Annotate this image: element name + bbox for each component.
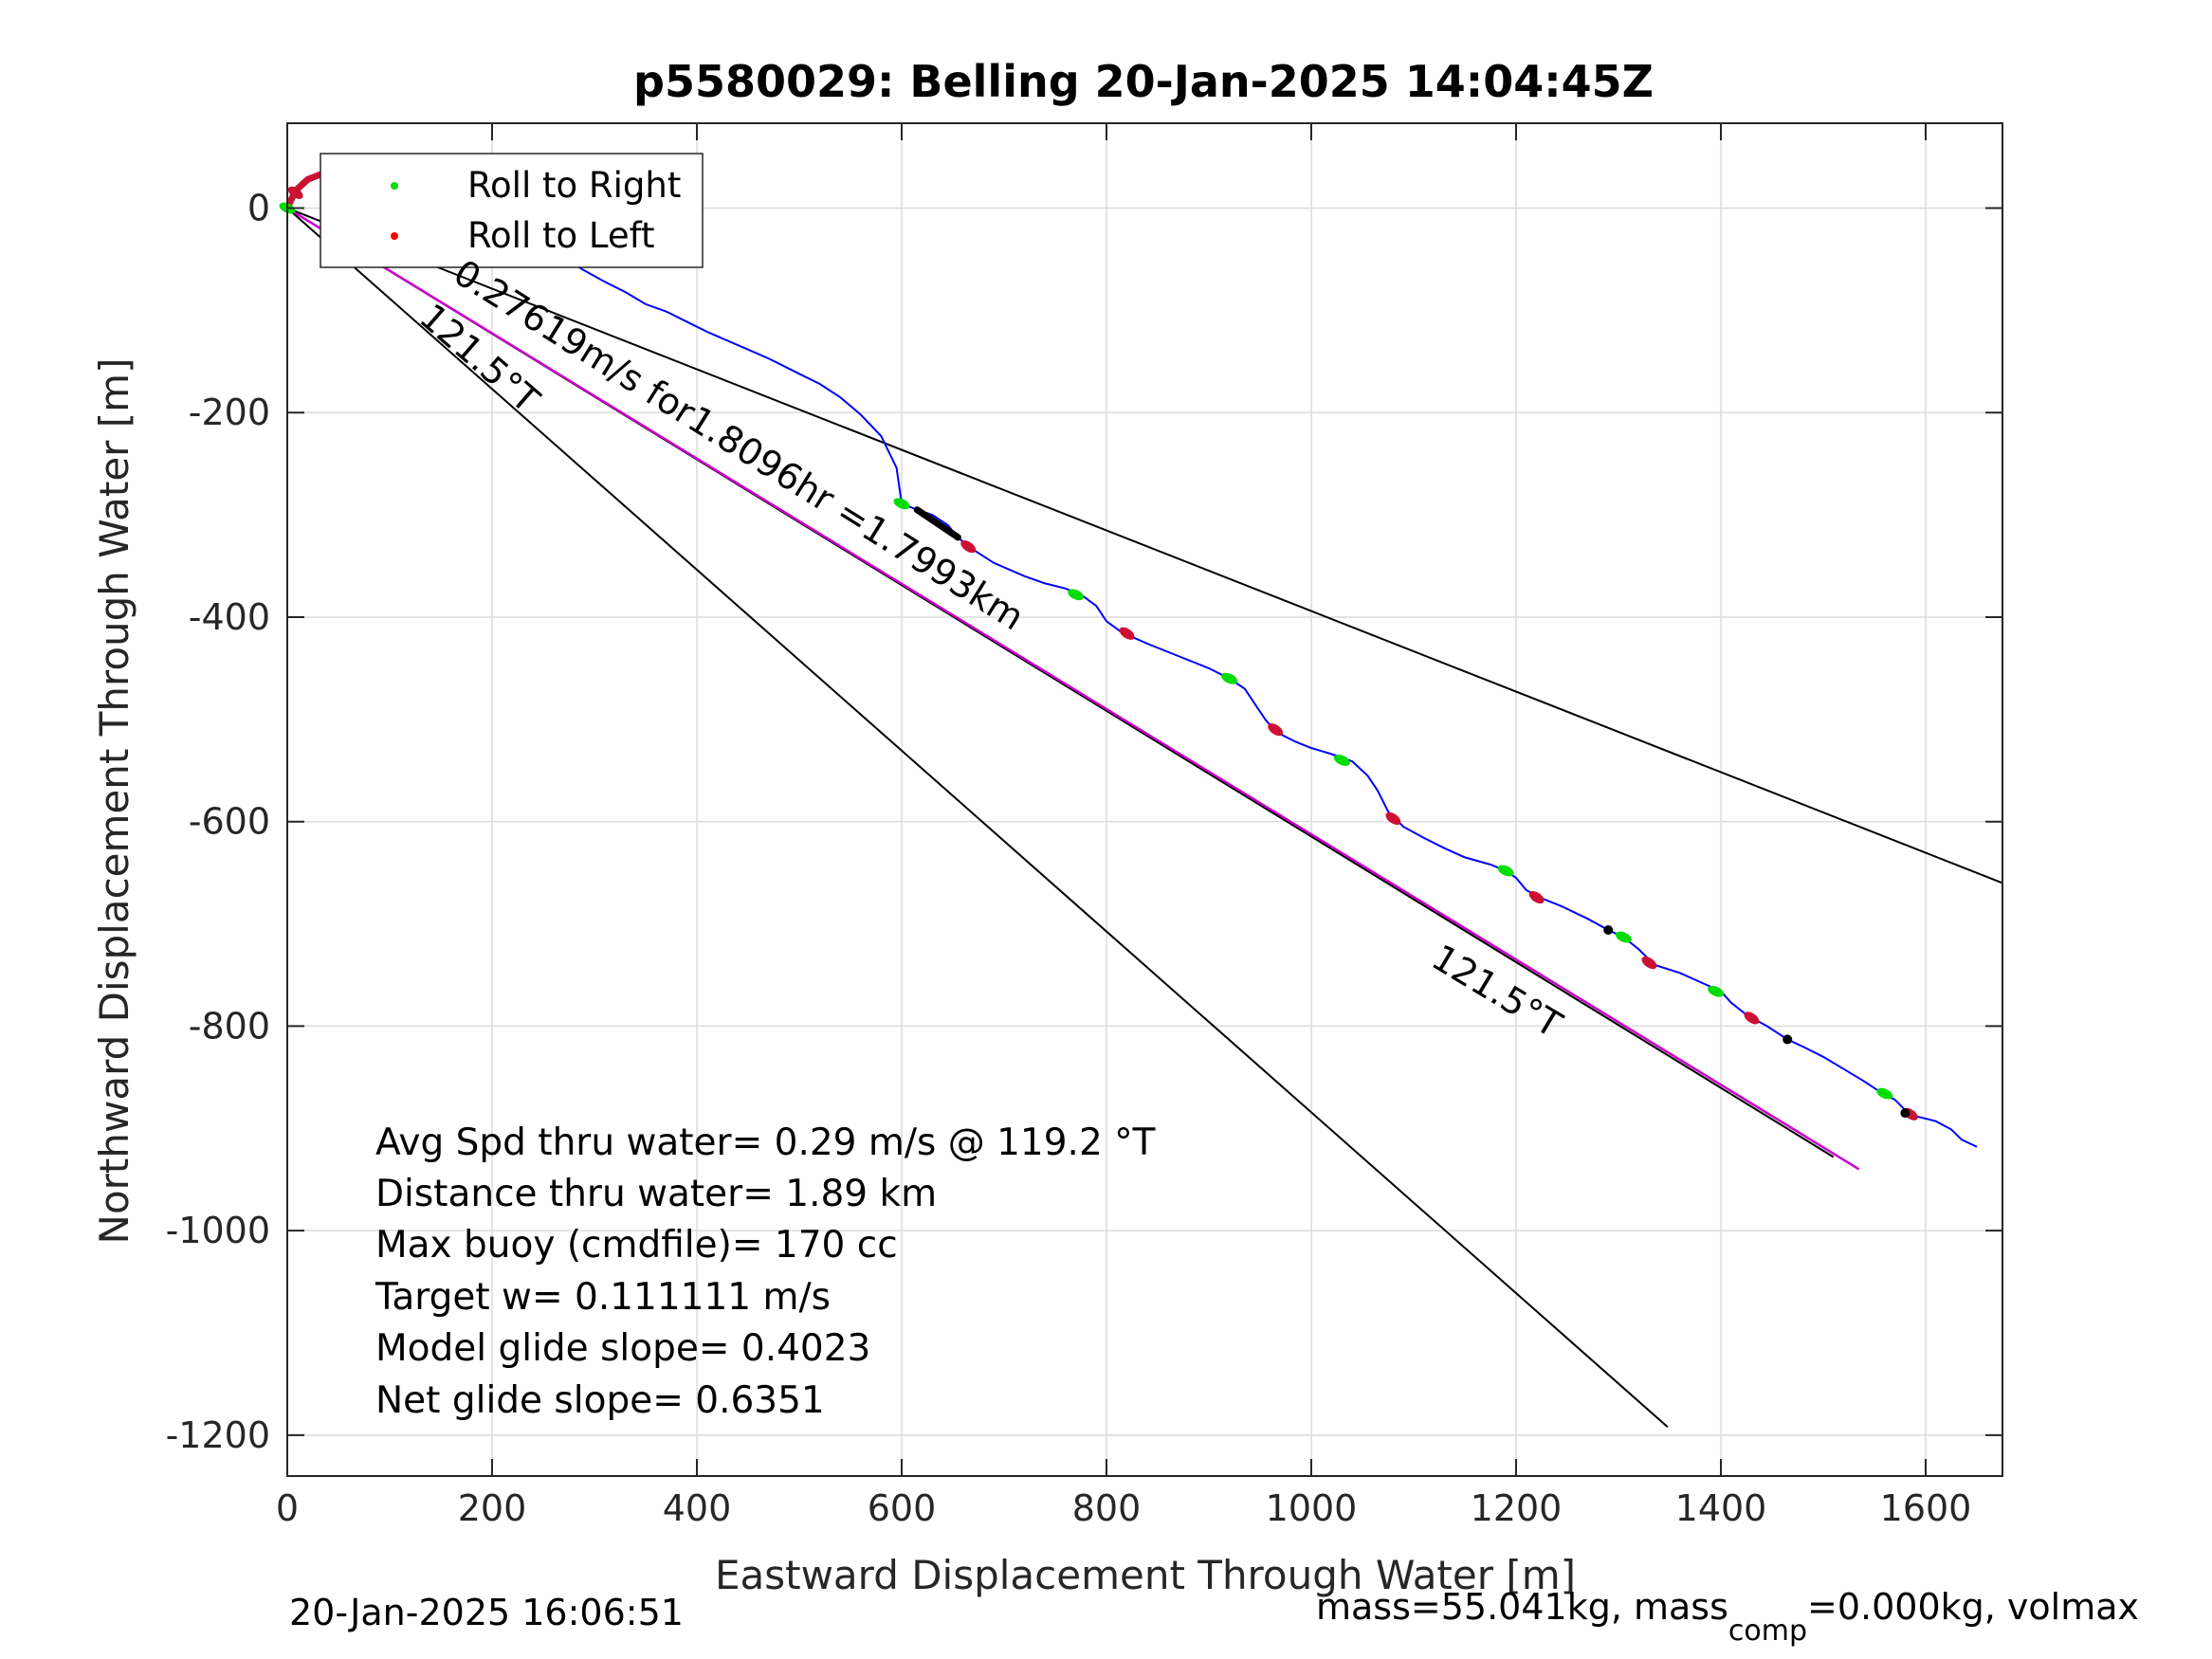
reference-line bbox=[286, 207, 1669, 1428]
y-tick-label: -800 bbox=[189, 1005, 270, 1047]
stat-target-w: Target w= 0.111111 m/s bbox=[375, 1276, 831, 1319]
stat-distance: Distance thru water= 1.89 km bbox=[375, 1173, 937, 1215]
roll-left-point bbox=[1268, 723, 1284, 737]
y-tick-label: -1000 bbox=[166, 1210, 270, 1251]
roll-right-point bbox=[1221, 672, 1238, 684]
legend-marker-roll-left bbox=[391, 232, 398, 240]
footer-mass-main: mass=55.041kg, mass bbox=[1316, 1586, 1728, 1628]
footer-mass-subscript: comp bbox=[1728, 1614, 1807, 1648]
reference-line bbox=[286, 207, 2003, 884]
footer-mass-info: mass=55.041kg, masscomp=0.000kg, volmax bbox=[1316, 1586, 2139, 1648]
footer-timestamp: 20-Jan-2025 16:06:51 bbox=[289, 1592, 684, 1633]
pause-segment bbox=[913, 506, 961, 541]
x-tick-label: 200 bbox=[458, 1487, 527, 1529]
stat-model-glide-slope: Model glide slope= 0.4023 bbox=[375, 1327, 870, 1370]
roll-left-point bbox=[960, 539, 977, 554]
roll-left-point bbox=[1744, 1012, 1760, 1025]
stats-block: Avg Spd thru water= 0.29 m/s @ 119.2 °T … bbox=[375, 1121, 1156, 1422]
roll-right-point bbox=[1068, 589, 1085, 601]
stat-max-buoy: Max buoy (cmdfile)= 170 cc bbox=[375, 1224, 898, 1267]
roll-right-point bbox=[1615, 931, 1632, 943]
x-tick-label: 1400 bbox=[1675, 1487, 1767, 1529]
x-tick-label: 600 bbox=[868, 1487, 937, 1529]
pause-point bbox=[1900, 1108, 1910, 1119]
legend-box bbox=[320, 153, 704, 268]
y-tick-label: -400 bbox=[189, 596, 270, 638]
roll-left-point bbox=[1528, 890, 1545, 904]
legend-label-roll-right: Roll to Right bbox=[467, 165, 681, 206]
x-tick-label: 1600 bbox=[1880, 1487, 1972, 1529]
plot-frame bbox=[286, 122, 2003, 1477]
pause-point bbox=[1603, 925, 1614, 936]
x-tick-label: 800 bbox=[1072, 1487, 1142, 1529]
roll-right-point bbox=[1497, 865, 1514, 877]
x-tick-label: 1000 bbox=[1266, 1487, 1358, 1529]
pause-point bbox=[1782, 1034, 1793, 1045]
footer-mass-rest: =0.000kg, volmax bbox=[1807, 1586, 2139, 1628]
y-axis-label: Northward Displacement Through Water [m] bbox=[91, 358, 137, 1245]
heading-line bbox=[286, 207, 1860, 1171]
legend: Roll to Right Roll to Left bbox=[320, 153, 704, 268]
stat-avg-speed: Avg Spd thru water= 0.29 m/s @ 119.2 °T bbox=[375, 1121, 1156, 1164]
grid-lines bbox=[286, 123, 2002, 1476]
y-tick-label: -1200 bbox=[166, 1414, 270, 1456]
chart-title: p5580029: Belling 20-Jan-2025 14:04:45Z bbox=[633, 56, 1654, 107]
roll-left-point bbox=[1119, 627, 1135, 640]
legend-label-roll-left: Roll to Left bbox=[467, 215, 655, 256]
axis-ticks: 0 200 400 600 800 1000 1200 1400 1600 0 -200 -400 -6… bbox=[166, 123, 2002, 1529]
x-tick-label: 400 bbox=[663, 1487, 732, 1529]
roll-right-point bbox=[1333, 755, 1350, 766]
roll-left-point bbox=[1385, 811, 1401, 826]
x-axis-label: Eastward Displacement Through Water [m] bbox=[715, 1552, 1576, 1598]
x-tick-label: 0 bbox=[276, 1487, 299, 1529]
roll-left-point bbox=[287, 186, 303, 199]
roll-right-point bbox=[1876, 1087, 1893, 1100]
plot-area bbox=[287, 123, 2002, 1476]
roll-right-point bbox=[893, 498, 910, 510]
roll-left-point bbox=[1641, 956, 1657, 970]
legend-marker-roll-right bbox=[391, 182, 398, 190]
stat-net-glide-slope: Net glide slope= 0.6351 bbox=[375, 1379, 825, 1422]
roll-right-point bbox=[1708, 985, 1725, 997]
y-tick-label: -200 bbox=[189, 392, 270, 433]
y-tick-label: -600 bbox=[189, 801, 270, 843]
y-tick-label: 0 bbox=[247, 188, 270, 229]
x-tick-label: 1200 bbox=[1471, 1487, 1563, 1529]
